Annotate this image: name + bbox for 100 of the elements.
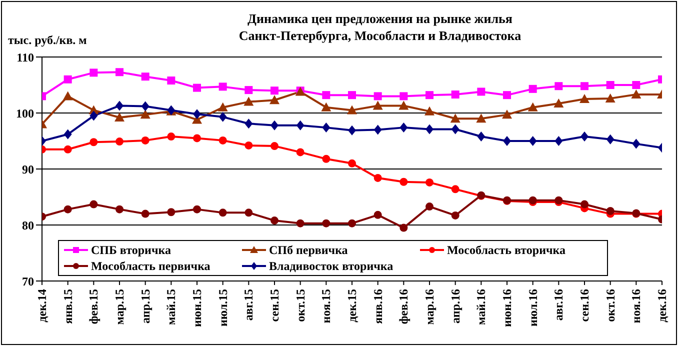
- point: [451, 124, 460, 134]
- point: [426, 202, 434, 211]
- point: [554, 98, 564, 108]
- point: [400, 122, 408, 133]
- x-tick-label: авг.16: [552, 289, 566, 321]
- point: [116, 138, 124, 146]
- point: [321, 102, 332, 112]
- x-tick-label: окт.15: [293, 289, 308, 322]
- point: [606, 81, 614, 89]
- point: [322, 91, 330, 100]
- point: [476, 114, 486, 123]
- legend-label: Мособласть вторичка: [447, 242, 566, 258]
- x-tick-label: дек.15: [345, 289, 359, 322]
- point: [64, 75, 72, 84]
- point: [218, 136, 227, 144]
- point: [605, 93, 616, 102]
- point: [141, 136, 150, 144]
- x-tick-label: фев.16: [396, 289, 411, 324]
- point: [64, 145, 72, 154]
- point: [116, 100, 124, 111]
- x-tick-label: ноя.16: [629, 289, 644, 324]
- point: [244, 86, 253, 94]
- point: [218, 82, 227, 91]
- x-tick-label: апр.15: [138, 289, 152, 324]
- x-tick-label: сен.16: [578, 289, 592, 322]
- point: [244, 208, 253, 217]
- x-tick-label: апр.16: [448, 289, 462, 324]
- point: [580, 200, 588, 208]
- point: [270, 120, 278, 130]
- point: [503, 136, 511, 146]
- point: [141, 210, 150, 218]
- point: [400, 224, 408, 232]
- point: [90, 200, 98, 208]
- point: [270, 86, 278, 95]
- point: [398, 100, 409, 110]
- y-axis-title: тыс. руб./кв. м: [8, 33, 87, 48]
- x-tick-label: дек.16: [655, 289, 669, 322]
- point: [218, 208, 227, 217]
- point: [606, 134, 614, 144]
- point: [400, 92, 408, 100]
- point: [244, 141, 253, 150]
- x-tick-label: фев.15: [86, 289, 101, 324]
- point: [141, 72, 150, 81]
- point: [244, 96, 254, 106]
- y-tick-label: 70: [22, 274, 34, 288]
- point: [296, 148, 304, 156]
- point: [426, 124, 434, 134]
- x-tick-label: июл.16: [526, 289, 540, 327]
- point: [400, 178, 408, 186]
- point: [374, 92, 382, 100]
- point: [322, 154, 330, 163]
- point: [114, 112, 124, 122]
- point: [372, 100, 383, 110]
- point: [374, 124, 382, 135]
- x-tick-label: июн.16: [500, 289, 514, 327]
- x-tick-label: ноя.15: [319, 289, 334, 324]
- x-tick-label: мар.16: [422, 289, 436, 325]
- x-tick-label: янв.15: [60, 289, 75, 324]
- x-tick-label: май.16: [474, 289, 488, 326]
- point: [167, 76, 176, 85]
- y-tick-label: 80: [22, 218, 34, 232]
- point: [477, 88, 486, 96]
- point: [140, 110, 150, 119]
- point: [554, 136, 563, 146]
- y-tick-label: 90: [22, 162, 34, 176]
- point: [450, 114, 460, 123]
- point: [90, 138, 98, 146]
- point: [193, 134, 201, 142]
- point: [270, 216, 278, 225]
- point: [580, 132, 588, 142]
- point: [116, 205, 124, 214]
- point: [502, 110, 512, 119]
- point: [193, 205, 201, 214]
- point: [296, 219, 304, 228]
- point: [528, 136, 537, 146]
- x-tick-label: дек.14: [35, 289, 49, 322]
- point: [606, 207, 614, 215]
- point: [90, 110, 98, 121]
- point: [477, 132, 486, 142]
- x-tick-label: мар.15: [112, 289, 126, 325]
- point: [632, 138, 640, 149]
- point: [348, 125, 356, 136]
- point: [580, 82, 588, 90]
- point: [270, 95, 280, 104]
- point: [426, 91, 434, 100]
- point: [244, 118, 253, 129]
- x-tick-label: янв.16: [370, 289, 385, 324]
- point: [451, 185, 460, 194]
- point: [348, 219, 356, 228]
- point: [270, 142, 278, 150]
- point: [374, 210, 382, 219]
- point: [193, 84, 201, 92]
- point: [348, 159, 356, 168]
- x-tick-label: июл.15: [216, 289, 230, 327]
- y-tick-label: 100: [16, 106, 34, 120]
- x-tick-label: май.15: [164, 289, 178, 326]
- x-tick-label: окт.16: [603, 289, 618, 322]
- chart-title: Динамика цен предложения на рынке жилья Санкт-Петербурга, Мособласти и Владивостока: [238, 10, 522, 44]
- point: [193, 109, 201, 120]
- legend-label: Владивосток вторичка: [269, 258, 394, 274]
